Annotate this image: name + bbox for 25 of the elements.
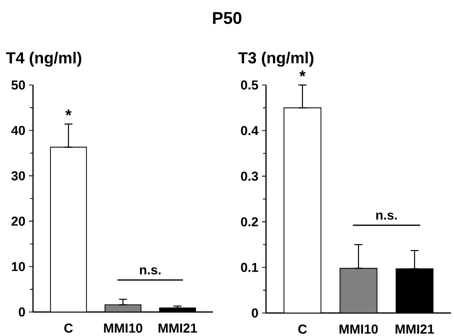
y-tick-label: 0.1 (241, 262, 258, 272)
y-axis-title: T4 (ng/ml) (6, 52, 82, 67)
x-tick-label: C (298, 324, 307, 334)
y-tick-label: 0 (252, 308, 258, 318)
y-axis-title: T3 (ng/ml) (238, 52, 314, 67)
x-tick-label: C (64, 324, 73, 333)
x-tick-label: MMI10 (104, 324, 142, 333)
y-tick-label: 10 (12, 262, 25, 272)
y-tick-label: 50 (11, 80, 25, 90)
y-tick-label: 0.3 (241, 172, 258, 181)
y-tick-label: 0 (18, 307, 25, 317)
annotation: n.s. (376, 212, 397, 220)
x-tick-label: MMI21 (396, 324, 434, 334)
y-tick-label: 20 (12, 216, 25, 226)
y-tick-label: 0.2 (241, 217, 258, 226)
chart-title: P50 (213, 12, 242, 24)
annotation: * (299, 70, 306, 76)
x-tick-label: MMI10 (340, 324, 378, 334)
y-tick-label: 40 (11, 126, 25, 135)
y-tick-label: 30 (11, 171, 25, 180)
y-tick-label: 0.4 (241, 126, 258, 136)
y-tick-label: 0.5 (241, 80, 258, 90)
x-tick-label: MMI21 (158, 324, 197, 333)
annotation: * (65, 110, 72, 116)
annotation: n.s. (140, 267, 161, 274)
